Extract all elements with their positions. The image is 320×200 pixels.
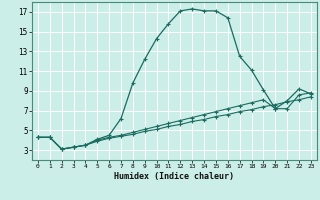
X-axis label: Humidex (Indice chaleur): Humidex (Indice chaleur) xyxy=(115,172,234,181)
